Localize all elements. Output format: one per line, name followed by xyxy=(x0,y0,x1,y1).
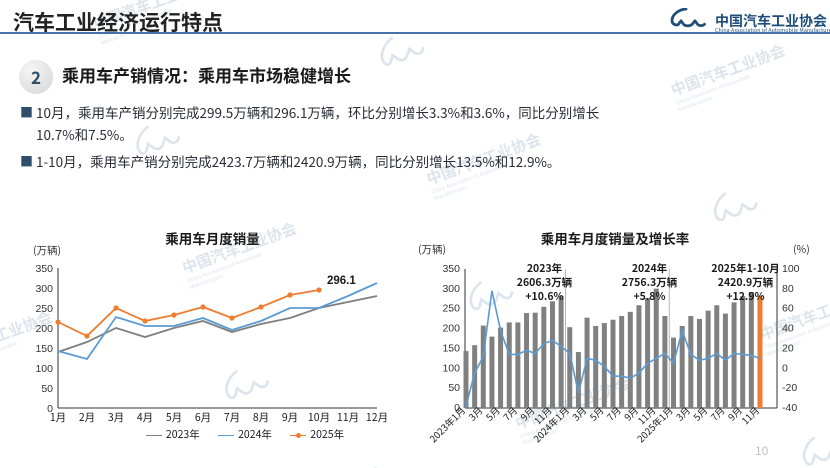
svg-text:8月: 8月 xyxy=(253,410,269,425)
svg-text:100: 100 xyxy=(442,362,460,374)
svg-text:5月: 5月 xyxy=(166,410,182,425)
svg-text:300: 300 xyxy=(442,283,460,295)
svg-text:1月: 1月 xyxy=(50,410,66,425)
svg-text:20: 20 xyxy=(782,342,794,354)
svg-text:9月: 9月 xyxy=(282,410,298,425)
svg-text:150: 150 xyxy=(442,342,460,354)
svg-text:296.1: 296.1 xyxy=(327,275,356,287)
svg-text:40: 40 xyxy=(782,323,794,335)
svg-text:300: 300 xyxy=(35,283,53,295)
svg-text:3月: 3月 xyxy=(108,410,124,425)
svg-text:50: 50 xyxy=(448,382,460,394)
svg-text:-20: -20 xyxy=(782,382,797,394)
svg-text:2月: 2月 xyxy=(79,410,95,425)
svg-text:200: 200 xyxy=(35,323,53,335)
svg-text:2023年1月: 2023年1月 xyxy=(426,403,468,445)
svg-text:4月: 4月 xyxy=(137,410,153,425)
svg-text:11月: 11月 xyxy=(337,410,359,425)
svg-text:6月: 6月 xyxy=(195,410,211,425)
svg-text:150: 150 xyxy=(35,343,53,355)
svg-text:7月: 7月 xyxy=(224,410,240,425)
svg-text:350: 350 xyxy=(442,263,460,275)
svg-text:-40: -40 xyxy=(782,402,797,414)
svg-text:10月: 10月 xyxy=(308,410,330,425)
svg-text:12月: 12月 xyxy=(366,410,388,425)
svg-text:200: 200 xyxy=(442,323,460,335)
svg-text:250: 250 xyxy=(442,303,460,315)
svg-text:0: 0 xyxy=(782,362,788,374)
svg-text:50: 50 xyxy=(41,383,53,395)
svg-text:250: 250 xyxy=(35,303,53,315)
svg-text:60: 60 xyxy=(782,303,794,315)
svg-text:350: 350 xyxy=(35,263,53,275)
svg-text:100: 100 xyxy=(35,363,53,375)
